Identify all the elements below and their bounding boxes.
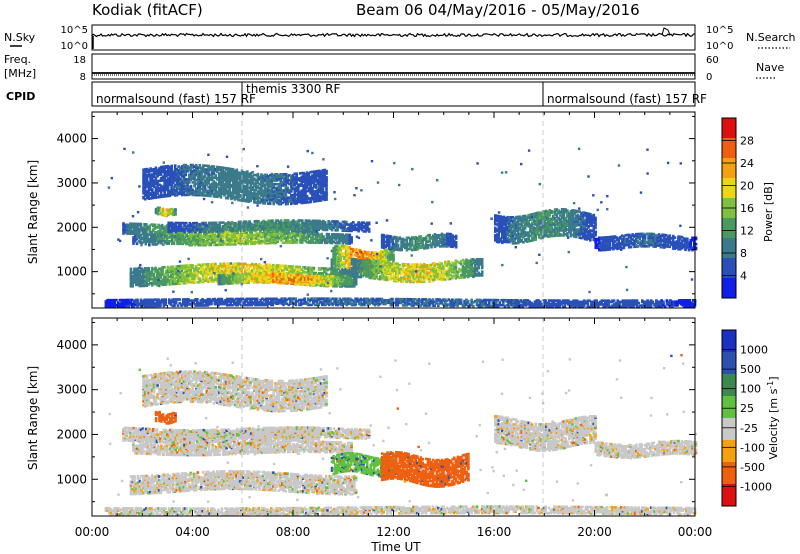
- colorbar-tick-label: 1000: [740, 344, 768, 357]
- cpid-segment-3: normalsound (fast) 157 RF: [547, 92, 707, 106]
- time-axis-labels: 00:00 04:00 08:00 12:00 16:00 20:00 00:00: [75, 525, 713, 539]
- y-tick-label: 2000: [56, 220, 87, 234]
- colorbar-tick-label: 500: [740, 363, 761, 376]
- y-tick-label: 3000: [56, 383, 87, 397]
- freq-tick-high: 18: [73, 55, 86, 66]
- colorbar-tick-label: 12: [740, 225, 754, 238]
- nsearch-tick-low: 10^0: [706, 41, 733, 52]
- colorbar-tick-label: 4: [740, 270, 747, 283]
- nsky-tick-low: 10^0: [61, 41, 88, 52]
- x-tick-label: 12:00: [376, 525, 411, 539]
- velocity-colorbar: 1000 500 100 25 -25 -100 -500 -1000: [721, 329, 772, 507]
- colorbar-tick-label: -1000: [740, 480, 772, 493]
- y-tick-label: 4000: [56, 338, 87, 352]
- nave-label: Nave: [756, 61, 784, 74]
- colorbar-tick-label: 16: [740, 202, 754, 215]
- nave-tick-low: 0: [706, 72, 712, 83]
- nsearch-label: N.Search: [746, 31, 796, 44]
- colorbar-tick-label: 100: [740, 383, 761, 396]
- colorbar-tick-label: 24: [740, 157, 754, 170]
- time-axis-title: Time UT: [370, 540, 421, 554]
- velocity-echoes: [104, 354, 698, 517]
- y-tick-label: 1000: [56, 472, 87, 486]
- y-tick-label: 1000: [56, 265, 87, 279]
- beam-date-title: Beam 06 04/May/2016 - 05/May/2016: [356, 1, 640, 19]
- y-tick-label: 4000: [56, 132, 87, 146]
- station-title: Kodiak (fitACF): [92, 1, 203, 19]
- cpid-segment-2: themis 3300 RF: [246, 82, 340, 96]
- colorbar-tick-label: 20: [740, 180, 754, 193]
- colorbar-tick-label: -100: [740, 441, 765, 454]
- velocity-y-axis: 1000 2000 3000 4000: [56, 321, 695, 503]
- freq-nave-panel: Freq. [MHz] 18 8 60 0 Nave: [4, 53, 784, 83]
- x-tick-label: 16:00: [477, 525, 512, 539]
- velocity-ylabel: Slant Range [km]: [26, 366, 40, 470]
- cpid-panel: CPID normalsound (fast) 157 RF themis 33…: [6, 81, 707, 107]
- colorbar-tick-label: 25: [740, 402, 754, 415]
- nsky-tick-high: 10^5: [61, 25, 88, 36]
- power-y-axis: 1000 2000 3000 4000: [56, 115, 695, 295]
- velocity-panel: 1000 2000 3000 4000 00:00 04:00 08:00 12:00 16:…: [26, 317, 781, 554]
- freq-label: Freq.: [4, 53, 31, 66]
- velocity-colorbar-label: Velocity [m s-1]: [766, 376, 781, 459]
- nsearch-tick-high: 10^5: [706, 25, 733, 36]
- freq-tick-low: 8: [80, 72, 86, 83]
- y-tick-label: 3000: [56, 176, 87, 190]
- power-echoes: [104, 147, 698, 309]
- y-tick-label: 2000: [56, 427, 87, 441]
- power-x-ticks: [91, 112, 696, 308]
- nave-tick-high: 60: [706, 55, 719, 66]
- freq-trace: [92, 72, 695, 76]
- colorbar-tick-label: 28: [740, 135, 754, 148]
- nsky-label: N.Sky: [4, 31, 36, 44]
- colorbar-tick-label: 8: [740, 247, 747, 260]
- x-tick-label: 04:00: [175, 525, 210, 539]
- velocity-x-ticks: [91, 318, 696, 516]
- freq-unit: [MHz]: [4, 67, 36, 80]
- cpid-segment-1: normalsound (fast) 157 RF: [96, 92, 256, 106]
- power-colorbar: 28 24 20 16 12 8 4: [721, 117, 754, 299]
- noise-panel: N.Sky 10^5 10^0 10^5 10^0 N.Search: [4, 24, 796, 52]
- x-tick-label: 00:00: [678, 525, 713, 539]
- x-tick-label: 08:00: [276, 525, 311, 539]
- cpid-label: CPID: [6, 90, 35, 103]
- colorbar-tick-label: -25: [740, 422, 758, 435]
- power-panel: 1000 2000 3000 4000 Slant Range [km] 28 24 20…: [26, 111, 775, 309]
- noise-trace: [91, 27, 696, 49]
- power-colorbar-label: Power [dB]: [762, 182, 775, 242]
- x-tick-label: 20:00: [577, 525, 612, 539]
- power-ylabel: Slant Range [km]: [26, 160, 40, 264]
- colorbar-tick-label: -500: [740, 461, 765, 474]
- x-tick-label: 00:00: [75, 525, 110, 539]
